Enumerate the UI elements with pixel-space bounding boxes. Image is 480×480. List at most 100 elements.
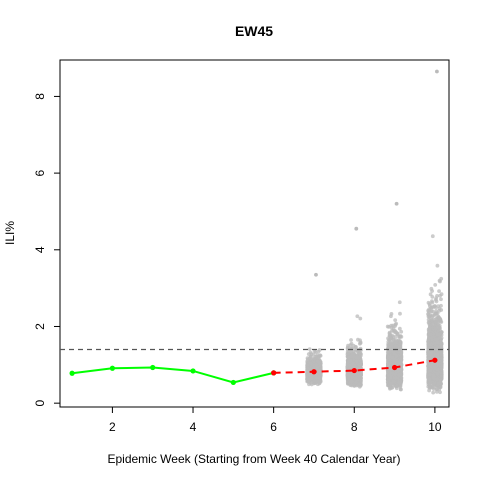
sim-point [397,361,402,366]
sim-point [394,353,399,358]
sim-point [432,365,437,370]
sim-point [388,361,393,365]
sim-point [391,337,396,342]
sim-point [437,289,441,293]
sim-point [399,355,404,360]
sim-point [317,348,322,352]
sim-point [353,363,357,368]
sim-point [430,337,434,342]
sim-point [439,292,444,297]
series-1-point [271,370,277,376]
sim-point [435,263,440,268]
sim-point [439,352,444,357]
sim-point [437,362,441,367]
sim-point [314,379,319,383]
sim-point [349,338,353,342]
series-1-line [273,359,436,374]
chart-title: EW45 [235,23,273,39]
series-0-line [71,366,274,384]
sim-point [389,311,394,316]
y-tick-label-0: 0 [33,400,47,407]
sim-point [433,282,438,287]
sim-point [308,355,313,360]
x-tick-label-2: 2 [109,420,116,434]
sim-point [348,343,353,348]
sim-point [433,319,438,324]
sim-point [346,351,350,356]
sim-point [358,316,363,321]
sim-point [439,297,443,302]
sim-point [393,372,398,377]
sim-point [358,362,363,367]
y-tick-label-6: 6 [33,169,47,176]
sim-point [438,317,443,322]
sim-point [398,372,403,377]
x-tick-label-6: 6 [270,420,277,434]
y-tick-label-4: 4 [33,246,47,253]
y-tick-label-2: 2 [33,323,47,330]
sim-point [305,359,310,364]
sim-point [306,380,311,384]
sim-point [435,337,440,342]
series-0-point [230,379,236,386]
sim-point [436,381,440,386]
sim-point [436,340,440,345]
sim-point [391,379,396,384]
sim-point [315,359,320,364]
sim-point [439,335,444,340]
sim-point [430,362,435,367]
sim-point [393,330,397,335]
sim-point [397,300,402,305]
sim-point [397,335,402,340]
y-tick-label-8: 8 [33,93,47,100]
sim-point [317,379,322,384]
sim-max-point [354,226,359,231]
sim-point [390,355,395,360]
sim-point [435,344,440,349]
sim-point [390,328,394,333]
sim-point [393,318,398,323]
sim-point [354,355,359,360]
sim-point [435,348,440,353]
sim-point [435,332,440,337]
sim-point [429,332,433,337]
sim-point [385,324,390,329]
sim-point [428,313,433,318]
sim-point [306,366,310,371]
sim-point [426,353,431,357]
sim-point [391,323,395,328]
sim-point [318,363,323,368]
sim-point [316,375,321,380]
sim-point [345,362,350,367]
sim-point [346,376,351,381]
sim-point [397,380,402,385]
sim-point [305,369,310,374]
sim-point [439,373,444,378]
sim-point [435,371,440,376]
sim-point [307,347,312,352]
y-axis: 0 2 4 6 8 [33,93,60,407]
sim-point [313,356,318,361]
sim-point [437,358,442,363]
sim-point [390,340,395,345]
sim-point [398,311,402,316]
sim-point [358,340,363,345]
x-axis-label: Epidemic Week (Starting from Week 40 Cal… [107,452,400,466]
sim-point [388,380,393,385]
sim-point [388,367,393,372]
sim-point [388,386,392,391]
sim-point [429,286,434,291]
sim-point [358,353,363,358]
x-tick-label-8: 8 [351,420,358,434]
sim-point [346,372,351,377]
y-axis-label: ILI% [3,221,17,245]
sim-point [306,376,311,381]
sim-point [426,317,431,322]
sim-point [435,353,440,358]
sim-point [428,368,433,373]
sim-point [392,358,396,363]
sim-point [399,329,404,334]
sim-max-point [435,69,439,74]
sim-point [354,347,359,352]
sim-point [430,300,435,305]
